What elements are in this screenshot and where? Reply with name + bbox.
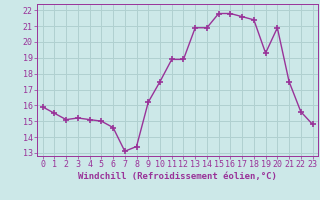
X-axis label: Windchill (Refroidissement éolien,°C): Windchill (Refroidissement éolien,°C) (78, 172, 277, 181)
